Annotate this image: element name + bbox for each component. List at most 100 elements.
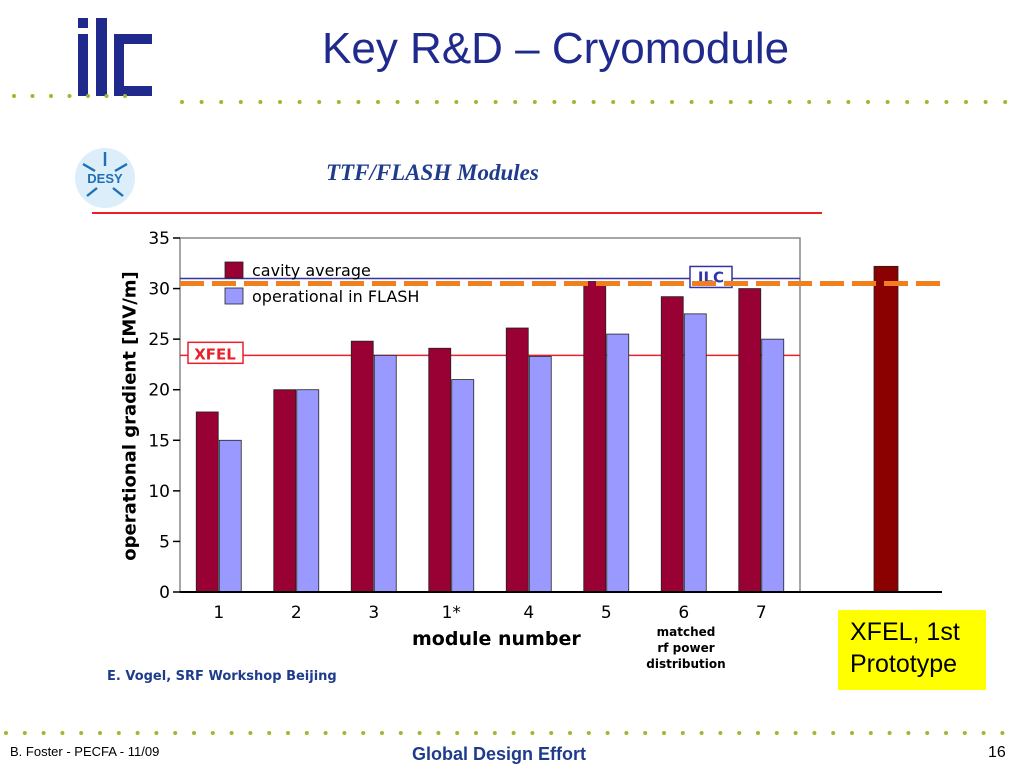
divider-dot (586, 731, 591, 735)
module-6-annotation-line: matched (656, 625, 716, 639)
divider-dot (532, 100, 537, 104)
divider-dot (49, 94, 53, 98)
bar-operational (373, 354, 397, 593)
divider-dot (787, 100, 792, 104)
divider-dot (317, 100, 322, 104)
divider-dot (709, 100, 714, 104)
divider-dot (356, 100, 361, 104)
bar-operational (528, 355, 552, 593)
divider-dot (748, 100, 753, 104)
y-tick-label: 15 (148, 431, 170, 451)
footer-title: Global Design Effort (412, 744, 587, 764)
module-6-annotation-line: rf power (657, 641, 715, 655)
module-6-annotation-line: distribution (646, 657, 726, 671)
divider-dot (568, 731, 572, 735)
divider-dot (98, 731, 102, 735)
divider-dot (323, 731, 328, 735)
divider-dot (123, 94, 127, 98)
divider-dot (511, 731, 516, 735)
y-tick-label: 25 (148, 330, 170, 350)
bar-cavity-average (350, 340, 374, 593)
divider-dot (278, 100, 282, 104)
bottom-dot-divider (4, 731, 1005, 735)
divider-dot (474, 731, 478, 735)
legend-swatch (224, 261, 244, 279)
divider-dot (12, 94, 16, 98)
divider-dot (944, 731, 948, 735)
divider-dot (925, 731, 930, 735)
divider-dot (4, 731, 8, 735)
divider-dot (774, 731, 779, 735)
divider-dot (866, 100, 870, 104)
xfel-prototype-callout: XFEL, 1st Prototype (838, 610, 986, 690)
y-tick-label: 30 (148, 280, 170, 300)
divider-dot (455, 731, 460, 735)
x-tick-label: 2 (291, 603, 302, 623)
divider-dot (624, 731, 629, 735)
divider-dot (591, 100, 596, 104)
footer-author: B. Foster - PECFA - 11/09 (10, 744, 160, 759)
xfel-line-label: XFEL (194, 345, 236, 363)
divider-dot (728, 100, 733, 104)
divider-dot (79, 731, 84, 735)
divider-dot (549, 731, 554, 735)
divider-dot (67, 94, 72, 98)
divider-dot (643, 731, 648, 735)
legend-label: operational in FLASH (252, 287, 419, 306)
y-tick-label: 10 (148, 482, 170, 502)
divider-dot (474, 100, 478, 104)
divider-dot (342, 731, 347, 735)
bar-cavity-average (660, 296, 684, 593)
divider-dot (962, 731, 967, 735)
divider-dot (831, 731, 836, 735)
divider-dot (60, 731, 65, 735)
divider-dot (812, 731, 817, 735)
divider-dot (1000, 731, 1005, 735)
y-tick-label: 5 (159, 532, 170, 552)
divider-dot (229, 731, 234, 735)
divider-dot (180, 100, 184, 104)
divider-dot (756, 731, 760, 735)
divider-dot (297, 100, 302, 104)
divider-dot (210, 731, 215, 735)
divider-dot (944, 100, 949, 104)
divider-dot (981, 731, 986, 735)
divider-dot (1003, 100, 1008, 104)
divider-dot (104, 94, 109, 98)
divider-dot (238, 100, 243, 104)
divider-dot (436, 731, 441, 735)
divider-dot (395, 100, 400, 104)
divider-dot (924, 100, 929, 104)
bar-xfel-prototype (873, 265, 899, 593)
x-tick-label: 7 (756, 603, 767, 623)
bar-cavity-average (583, 281, 607, 593)
bar-operational (451, 379, 475, 593)
divider-dot (454, 100, 459, 104)
bar-operational (683, 313, 707, 593)
divider-dot (768, 100, 772, 104)
legend-label: cavity average (252, 261, 371, 280)
divider-dot (670, 100, 674, 104)
bar-operational (761, 338, 785, 593)
x-axis-title: module number (412, 628, 581, 650)
divider-dot (826, 100, 831, 104)
x-tick-label: 1* (442, 603, 461, 623)
xfel-label-box (187, 341, 244, 365)
desy-logo-text: DESY (87, 171, 123, 186)
divider-dot (530, 731, 535, 735)
divider-dot (737, 731, 742, 735)
divider-dot (30, 94, 35, 98)
bar-cavity-average (505, 327, 529, 593)
desy-logo: DESY (75, 148, 135, 208)
divider-dot (199, 100, 204, 104)
divider-dot (267, 731, 272, 735)
divider-dot (192, 731, 196, 735)
bar-cavity-average (428, 347, 452, 593)
x-tick-label: 5 (601, 603, 612, 623)
divider-dot (906, 731, 911, 735)
divider-dot (86, 94, 90, 98)
divider-dot (680, 731, 685, 735)
divider-dot (887, 731, 892, 735)
divider-dot (493, 100, 498, 104)
